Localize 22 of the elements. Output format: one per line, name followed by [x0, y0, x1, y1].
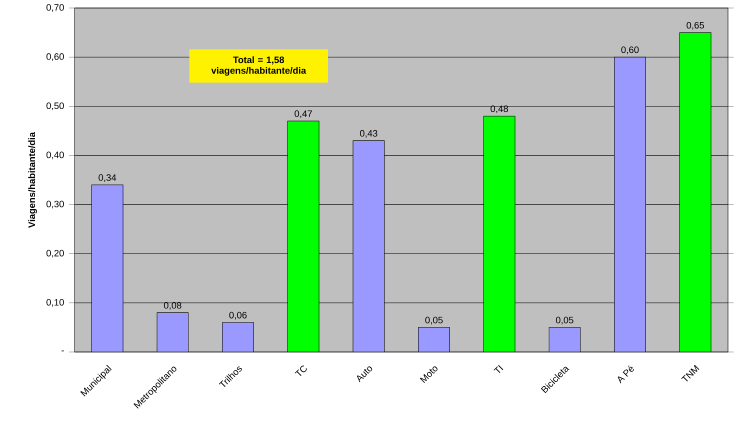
data-label: 0,08 — [164, 302, 182, 310]
data-label: 0,05 — [425, 316, 443, 324]
y-tick-label: 0,40 — [46, 152, 64, 160]
y-tick-label: 0,10 — [46, 299, 64, 307]
y-tick-label: - — [62, 350, 64, 352]
annotation: Total = 1,58 viagens/habitante/dia — [211, 56, 306, 76]
x-tick-label: TC — [294, 366, 307, 376]
y-tick-label: 0,60 — [46, 53, 64, 61]
data-label: 0,65 — [686, 22, 704, 30]
data-label: 0,43 — [360, 130, 378, 138]
data-label: 0,05 — [556, 316, 574, 324]
data-label: 0,47 — [294, 110, 312, 118]
y-tick-label: 0,70 — [46, 4, 64, 12]
x-tick-label: A Pé — [618, 365, 634, 384]
data-label: 0,06 — [229, 312, 247, 320]
y-tick-label: 0,30 — [46, 200, 64, 208]
x-tick-label: TI — [494, 364, 504, 374]
data-label: 0,60 — [621, 46, 639, 54]
y-tick-label: 0,20 — [46, 250, 64, 258]
y-axis-title: Viagens/habitante/dia — [28, 132, 37, 228]
y-tick-label: 0,50 — [46, 102, 64, 110]
data-label: 0,34 — [98, 174, 116, 182]
